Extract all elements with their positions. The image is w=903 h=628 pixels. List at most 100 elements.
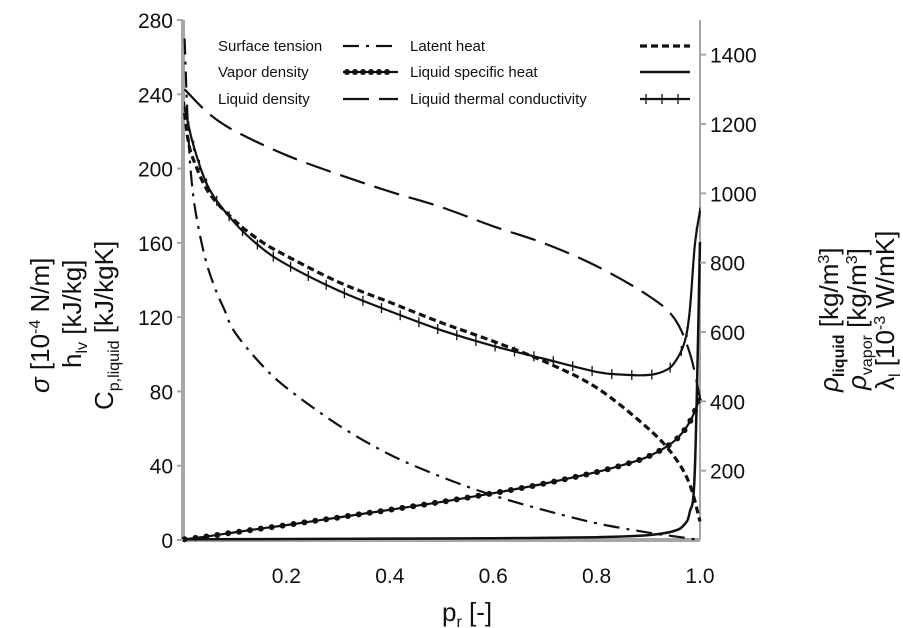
data-point-vapor-density: [301, 519, 308, 526]
legend-swatch-marker: [352, 69, 358, 75]
data-point-vapor-density: [421, 501, 428, 508]
y-left-axis-ticks: 0 40 80 120 160 200 240 280: [138, 10, 183, 553]
data-point-vapor-density: [355, 511, 362, 518]
legend-swatch-marker: [344, 69, 350, 75]
y-right-title-1-symbol: ρ: [814, 377, 844, 393]
x-axis-title-unit: [-]: [462, 597, 492, 627]
data-point-vapor-density: [507, 487, 514, 493]
y-left-axis-title: σ [10-4 N/m] hlv [kJ/kg] Cp,liquid [kJ/k…: [25, 241, 123, 410]
legend-swatch-marker: [360, 69, 366, 75]
data-point-vapor-density: [583, 471, 590, 478]
legend-label-liquid-density: Liquid density: [218, 91, 310, 108]
data-point-vapor-density: [410, 503, 417, 510]
data-point-vapor-density: [625, 460, 632, 467]
legend-label-liquid-specific-heat: Liquid specific heat: [410, 64, 538, 81]
data-point-vapor-density: [344, 513, 351, 519]
legend-swatch-marker: [384, 69, 390, 75]
data-point-vapor-density: [377, 508, 384, 515]
data-point-vapor-density: [656, 447, 663, 454]
data-point-vapor-density: [572, 473, 579, 480]
y-left-tick-label: 200: [138, 159, 173, 182]
data-point-vapor-density: [687, 417, 694, 424]
data-point-vapor-density: [551, 478, 558, 485]
y-left-tick-label: 120: [138, 307, 173, 330]
data-point-vapor-density: [529, 483, 536, 489]
x-axis-title-main: p: [442, 597, 456, 627]
y-right-title-liquid-density: ρliquid [kg/m3]: [814, 248, 848, 394]
y-right-title-3-sup: -3: [872, 316, 889, 330]
data-point-vapor-density: [334, 514, 341, 521]
series-line-vapor-density: [184, 397, 702, 541]
y-right-title-vapor-density: ρvapor [kg/m3]: [842, 248, 876, 391]
data-point-vapor-density: [540, 480, 547, 487]
data-point-vapor-density: [399, 504, 406, 511]
x-tick-label: 1.0: [685, 565, 714, 588]
data-point-vapor-density: [681, 427, 688, 434]
legend: Surface tension Latent heat Vapor densit…: [218, 38, 690, 108]
x-axis-title: pr [-]: [442, 597, 492, 628]
y-right-title-2-unit-a: [kg/m: [842, 264, 872, 335]
data-point-vapor-density: [636, 457, 643, 463]
y-right-title-2-symbol: ρ: [842, 375, 872, 391]
data-point-vapor-density: [432, 499, 438, 506]
legend-label-vapor-density: Vapor density: [218, 64, 309, 81]
data-point-vapor-density: [214, 532, 221, 538]
y-right-title-3-unit-a: [10: [870, 330, 900, 373]
data-point-vapor-density: [257, 525, 264, 532]
y-right-title-3-sub: l: [887, 373, 903, 377]
legend-entry-vapor-density: Vapor density: [218, 64, 398, 81]
y-right-tick-label: 400: [710, 391, 745, 414]
series-liquid-thermal-conductivity: [183, 101, 702, 381]
y-left-tick-label: 160: [138, 233, 173, 256]
series-line-latent-heat: [183, 112, 702, 522]
legend-label-latent-heat: Latent heat: [410, 38, 486, 55]
series-line-liquid-thermal-conductivity: [183, 106, 702, 377]
y-left-title-1-unit-a: [10: [25, 334, 55, 377]
y-left-tick-label: 240: [138, 84, 173, 107]
legend-entry-surface-tension: Surface tension: [218, 38, 398, 55]
x-axis-ticks: 0.2 0.4 0.6 0.8 1.0: [272, 565, 715, 588]
y-left-tick-label: 280: [138, 10, 173, 33]
y-right-axis-ticks: 200 400 600 800 1000 1200 1400: [700, 45, 757, 484]
data-point-vapor-density: [366, 509, 373, 516]
x-tick-label: 0.4: [375, 565, 405, 588]
y-left-title-3-sub: p,liquid: [106, 341, 123, 392]
y-left-title-1-symbol: σ: [25, 376, 55, 393]
y-right-tick-label: 1400: [710, 45, 757, 68]
legend-entry-latent-heat: Latent heat: [410, 38, 690, 55]
y-right-title-1-unit-a: [kg/m: [814, 264, 844, 335]
legend-label-surface-tension: Surface tension: [218, 38, 322, 55]
y-left-title-3-symbol: C: [89, 391, 119, 410]
data-point-vapor-density: [518, 485, 525, 491]
y-right-tick-label: 200: [710, 461, 745, 484]
data-point-vapor-density: [236, 528, 243, 535]
y-right-title-1-sup: 3: [816, 255, 833, 264]
data-point-vapor-density: [561, 476, 568, 483]
y-left-title-1-unit-b: N/m]: [25, 258, 55, 320]
x-tick-label: 0.8: [582, 565, 611, 588]
legend-label-liquid-thermal-conductivity: Liquid thermal conductivity: [410, 91, 587, 108]
data-point-vapor-density: [674, 435, 681, 442]
legend-swatch-marker: [376, 69, 382, 75]
y-left-title-latent-heat: hlv [kJ/kg]: [57, 260, 91, 368]
data-point-vapor-density: [475, 492, 482, 499]
y-right-title-1-sub: liquid: [831, 334, 848, 377]
x-axis-title-sub: r: [456, 614, 462, 628]
series-latent-heat: [183, 112, 702, 522]
series-line-liquid-specific-heat: [184, 241, 702, 541]
data-point-vapor-density: [594, 469, 600, 475]
data-point-vapor-density: [323, 516, 330, 523]
y-left-title-1-sup: -4: [27, 320, 44, 334]
series-vapor-density: [181, 397, 702, 543]
y-left-tick-label: 80: [150, 381, 173, 404]
data-point-vapor-density: [442, 498, 449, 505]
y-right-tick-label: 1000: [710, 183, 757, 206]
data-point-vapor-density: [486, 490, 493, 497]
data-point-vapor-density: [646, 452, 653, 459]
y-left-title-specific-heat: Cp,liquid [kJ/kgK]: [89, 241, 123, 410]
y-left-title-2-sub: lv: [74, 342, 91, 354]
y-left-tick-label: 0: [161, 530, 173, 553]
y-right-title-3-unit-b: W/mK]: [870, 231, 900, 316]
y-right-title-2-sup: 3: [844, 255, 861, 264]
y-left-title-2-unit: [kJ/kg]: [57, 260, 87, 342]
